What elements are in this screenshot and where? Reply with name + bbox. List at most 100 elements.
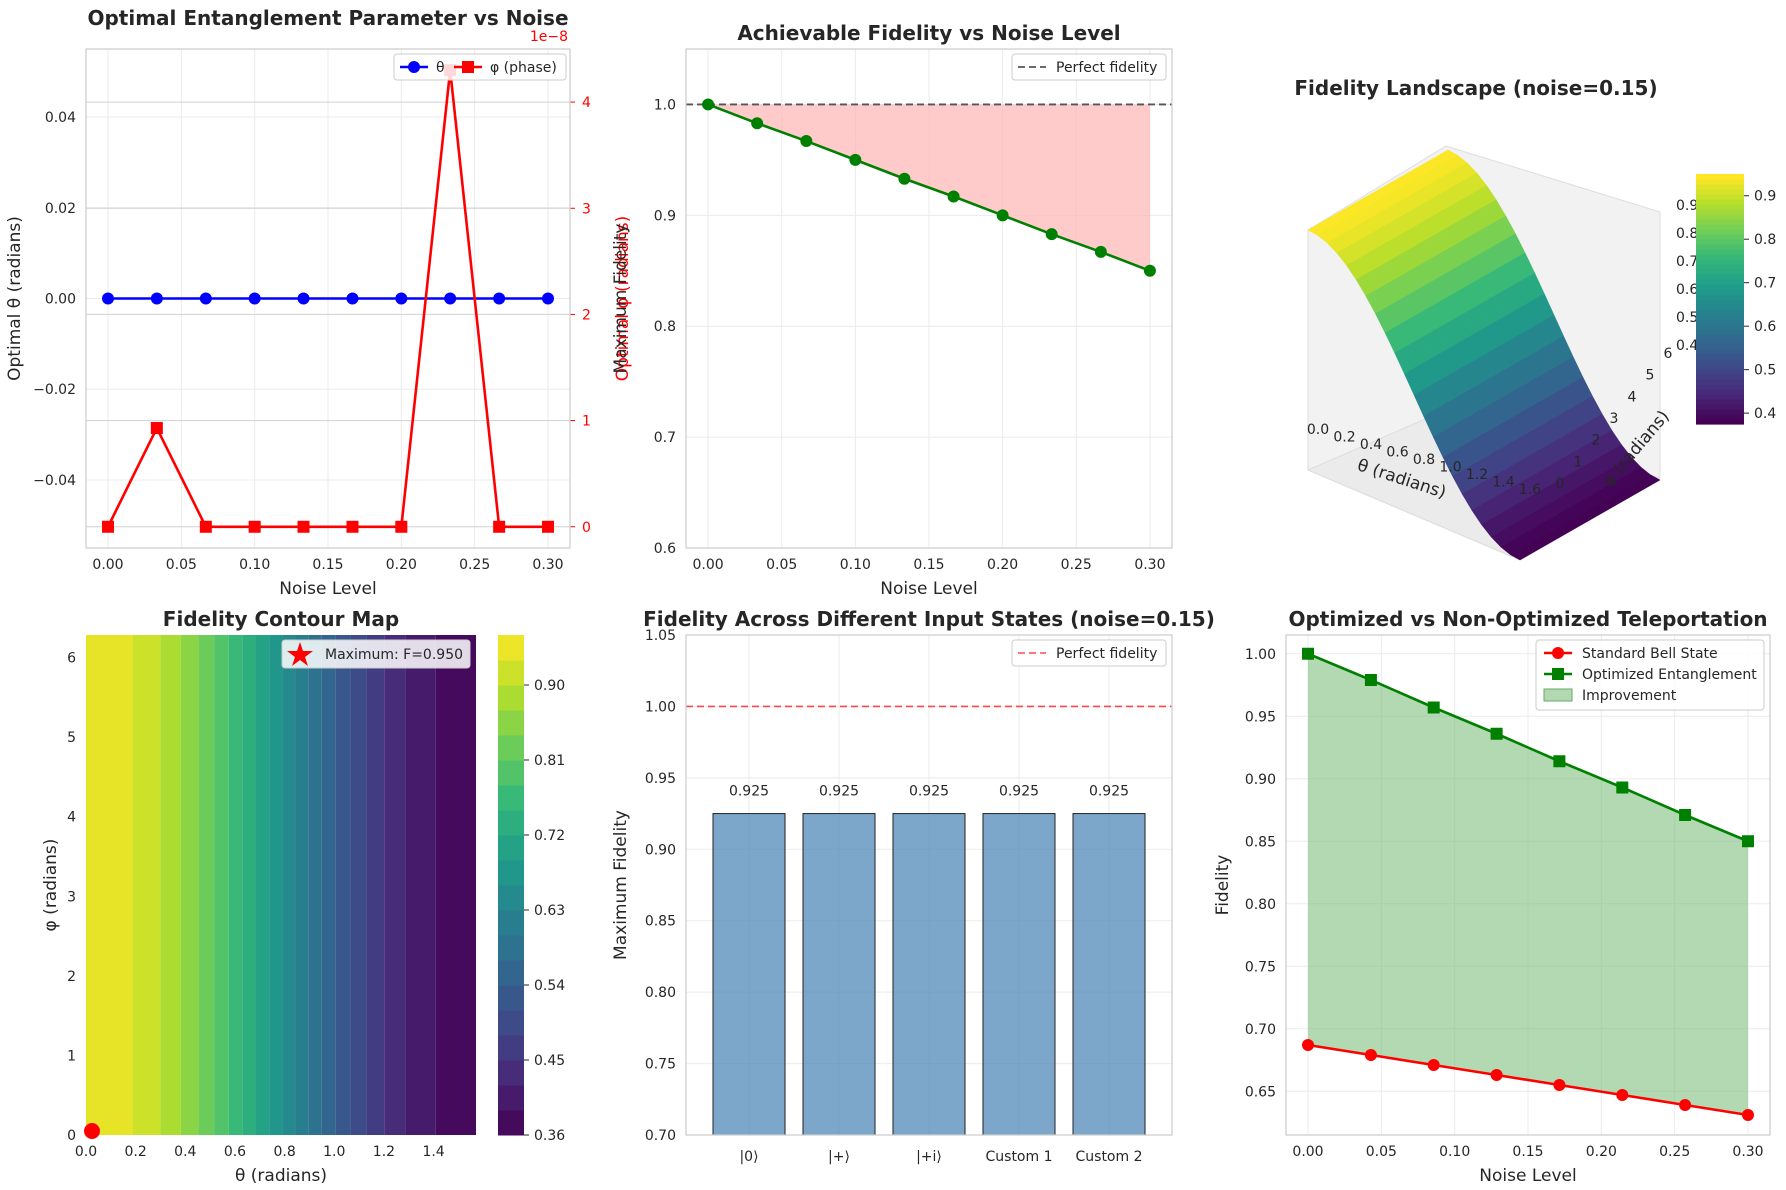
y-tick-label: 0.85 [1245, 834, 1276, 850]
data-point [395, 292, 408, 305]
colorbar-segment [1696, 349, 1744, 355]
z-tick-label: 0.4 [1676, 338, 1698, 354]
x-tick-label: 0.10 [840, 557, 871, 573]
right-tick-label: 0 [582, 520, 591, 536]
data-point [248, 520, 261, 533]
surface-patch [1509, 546, 1535, 561]
colorbar-segment [1696, 404, 1744, 410]
chart-title: Fidelity Across Different Input States (… [643, 607, 1215, 631]
data-point [1679, 809, 1692, 821]
x-tick-label: 0.0 [1307, 422, 1329, 438]
data-point [1553, 755, 1566, 768]
contour-band [160, 635, 181, 1135]
panel-optimal-parameters: 0.00 0.05 0.10 0.15 0.20 0.25 0.30 −0.04 −0.02 0.… [5, 6, 633, 599]
contour-band [308, 635, 322, 1135]
panel-input-states: 0.70 0.75 0.80 0.85 0.90 0.95 1.00 1.05 0.925 |0⟩… [611, 607, 1215, 1165]
data-point [199, 520, 212, 533]
x-tick-label: 0.6 [1386, 445, 1408, 461]
legend-box [1011, 639, 1167, 667]
data-point [1143, 264, 1156, 277]
right-tick-label: 4 [582, 95, 591, 111]
colorbar-segment [1696, 239, 1744, 245]
y-axis-label: Optimal θ (radians) [5, 216, 25, 381]
x-tick-label: 0.20 [987, 557, 1018, 573]
y-tick-label: 2 [67, 969, 76, 985]
colorbar-segment [498, 1110, 524, 1136]
y-tick-label: 1.0 [654, 97, 676, 113]
series-line [1307, 1043, 1749, 1117]
y-tick-label: 0.04 [45, 110, 76, 126]
x-axis-label: Noise Level [880, 579, 977, 599]
legend-label: Optimized Entanglement [1582, 667, 1757, 683]
colorbar-segment [1696, 234, 1744, 240]
contour-band [86, 635, 133, 1135]
legend-box [1011, 53, 1167, 81]
colorbar-segment [1696, 309, 1744, 315]
colorbar-segment [498, 810, 524, 836]
category-label: |0⟩ [739, 1149, 758, 1165]
x-tick-label: 0.00 [693, 557, 724, 573]
bar [982, 813, 1056, 1136]
contour-band [384, 635, 406, 1135]
x-tick-label: 0.8 [273, 1144, 295, 1160]
bar [712, 813, 786, 1136]
y-tick-label: 6 [67, 651, 76, 667]
contour-band [350, 635, 367, 1135]
x-tick-label: 0.00 [92, 557, 123, 573]
x-tick-label: 1.6 [1519, 482, 1541, 498]
x-tick-label: 0.10 [239, 557, 270, 573]
x-tick-label: 1.0 [323, 1144, 345, 1160]
colorbar-segment [1696, 409, 1744, 415]
colorbar-segment [498, 760, 524, 786]
y-tick-label: 0.70 [1245, 1022, 1276, 1038]
data-point [996, 209, 1009, 222]
series-line [106, 70, 548, 529]
colorbar-segment [498, 960, 524, 986]
series-line [707, 103, 1151, 272]
y-tick-label: 0.7 [654, 430, 676, 446]
x-tick-label: 1.0 [1439, 460, 1461, 476]
data-point [150, 422, 163, 435]
colorbar-segment [498, 910, 524, 936]
x-axis-label: Noise Level [1479, 1166, 1576, 1186]
data-point [751, 117, 764, 130]
data-point [1302, 1039, 1314, 1051]
data-point [1364, 674, 1377, 686]
colorbar-segment [1696, 219, 1744, 225]
data-point [346, 292, 359, 305]
data-point [493, 292, 506, 305]
y-axis-label: Fidelity [1213, 855, 1233, 916]
colorbar-segment [498, 985, 524, 1011]
y-tick-label: 0 [67, 1128, 76, 1144]
data-point [1490, 1069, 1503, 1081]
legend-patch [1543, 688, 1573, 702]
right-tick-label: 2 [582, 307, 591, 323]
z-tick-label: 0.8 [1676, 226, 1698, 242]
x-tick-label: 0.10 [1439, 1144, 1470, 1160]
contour-band [180, 635, 199, 1135]
colorbar-segment [1696, 254, 1744, 260]
data-point [1094, 245, 1107, 258]
data-point [199, 292, 212, 305]
y-tick-label: 0.80 [645, 985, 676, 1001]
category-label: Custom 2 [1076, 1149, 1143, 1165]
improvement-fill [1308, 653, 1748, 1115]
colorbar-segment [1696, 269, 1744, 275]
contour-band [435, 635, 476, 1135]
colorbar-segment [498, 835, 524, 861]
chart-title: Fidelity Contour Map [163, 607, 399, 631]
x-tick-label: 0.20 [386, 557, 417, 573]
colorbar-segment [1696, 389, 1744, 395]
y-tick-label: 0.02 [45, 201, 76, 217]
colorbar-segment [1696, 379, 1744, 385]
data-point [297, 520, 310, 533]
y-tick-label: 1.05 [645, 628, 676, 644]
colorbar-tick-label: 0.63 [534, 903, 565, 919]
x-tick-label: 0.25 [1061, 557, 1092, 573]
y-tick-label: 2 [1592, 433, 1601, 449]
contour-band [405, 635, 436, 1135]
colorbar-segment [498, 785, 524, 811]
data-point [947, 190, 960, 203]
y-tick-label: 0 [1556, 476, 1565, 492]
y-tick-label: 0.00 [45, 292, 76, 308]
